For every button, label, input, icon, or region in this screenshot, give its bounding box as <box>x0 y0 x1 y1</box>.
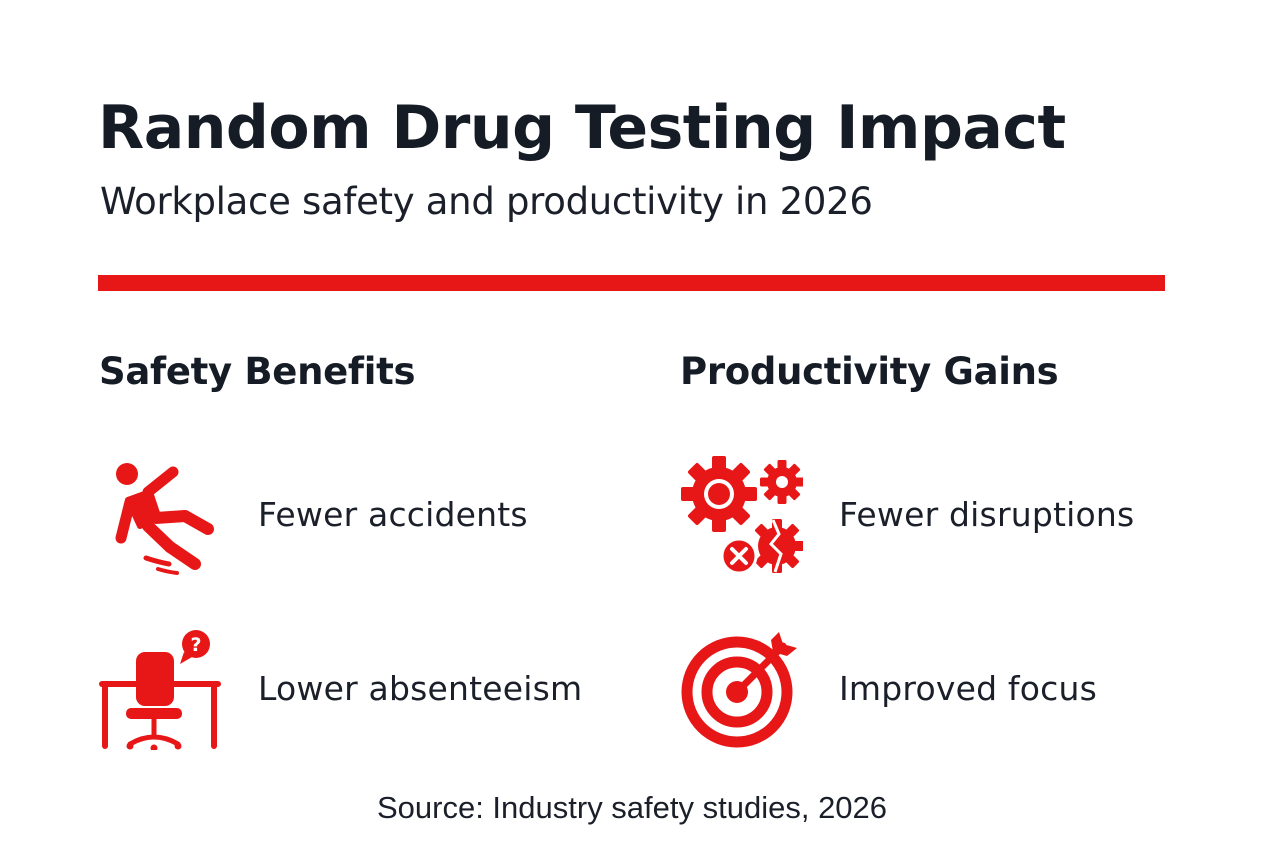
svg-text:?: ? <box>190 634 201 656</box>
page-title: Random Drug Testing Impact <box>98 93 1066 163</box>
item-label: Improved focus <box>839 668 1097 708</box>
list-item-fewer-accidents: Fewer accidents <box>98 452 528 576</box>
empty-desk-chair-icon: ? <box>98 626 222 750</box>
source-citation: Source: Industry safety studies, 2026 <box>376 790 888 825</box>
list-item-lower-absenteeism: ? <box>98 626 582 750</box>
accent-divider <box>98 275 1165 291</box>
broken-gears-icon <box>679 452 803 576</box>
section-heading-productivity: Productivity Gains <box>680 350 1059 393</box>
target-arrow-icon <box>679 626 803 750</box>
page-subtitle: Workplace safety and productivity in 202… <box>100 180 873 223</box>
list-item-improved-focus: Improved focus <box>679 626 1097 750</box>
section-heading-safety: Safety Benefits <box>99 350 416 393</box>
list-item-fewer-disruptions: Fewer disruptions <box>679 452 1134 576</box>
item-label: Lower absenteeism <box>258 668 583 708</box>
falling-person-icon <box>98 452 222 576</box>
item-label: Fewer accidents <box>258 494 528 534</box>
item-label: Fewer disruptions <box>839 494 1135 534</box>
